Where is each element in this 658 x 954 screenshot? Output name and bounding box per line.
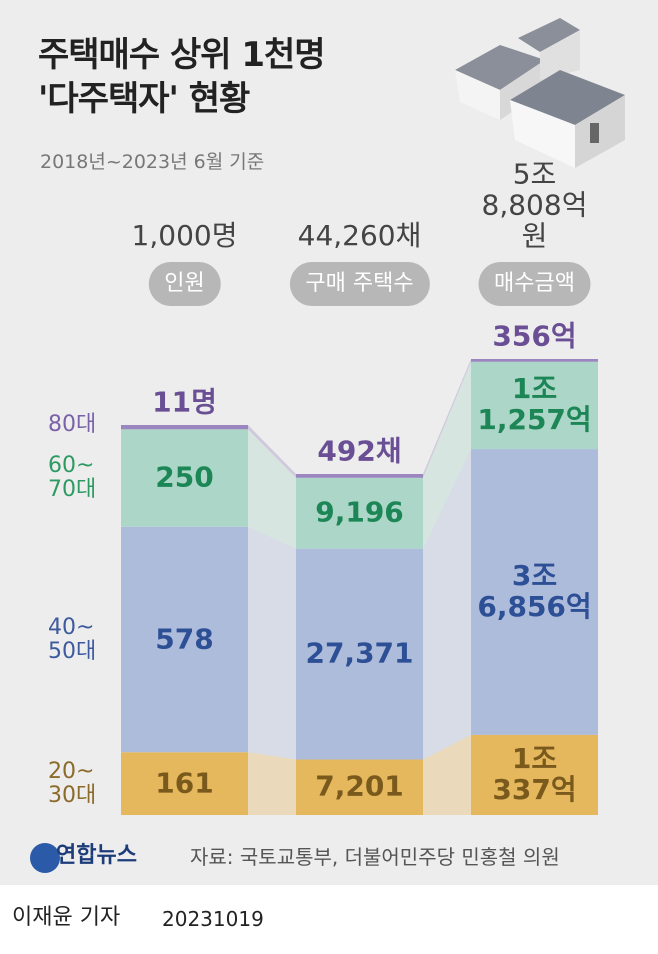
bar-segment [296, 548, 423, 760]
value-label: 1조 1,257억 [477, 372, 592, 437]
date: 20231019 [162, 907, 264, 931]
category-label: 구매 주택수 [289, 262, 430, 306]
bar-segment [121, 425, 248, 430]
legend-label: 60~ 70대 [48, 452, 97, 503]
connector [423, 359, 471, 478]
connector [248, 425, 296, 478]
legend-label: 40~ 50대 [48, 614, 97, 664]
value-label: 578 [155, 622, 214, 656]
bar-segment [471, 449, 598, 735]
value-label: 7,201 [315, 769, 404, 803]
subtitle: 2018년~2023년 6월 기준 [40, 151, 265, 173]
value-label: 250 [155, 460, 214, 494]
total-label: 5조 8,808억 원 [481, 157, 588, 253]
category-label: 인원 [148, 262, 221, 306]
byline: 이재윤 기자 [12, 905, 121, 930]
bar-segment [296, 477, 423, 549]
category-label: 매수금액 [478, 262, 591, 306]
legend-label: 80대 [48, 411, 97, 437]
value-label: 27,371 [305, 636, 414, 670]
house-icon [30, 18, 625, 873]
connector [248, 429, 296, 549]
connector [423, 361, 471, 549]
connector [423, 734, 471, 815]
title: 주택매수 상위 1천명 '다주택자' 현황 [38, 35, 326, 119]
value-label: 11명 [152, 385, 217, 419]
total-label: 1,000명 [131, 219, 238, 253]
bar-segment [296, 474, 423, 478]
value-label: 161 [155, 766, 214, 800]
bar-segment [471, 361, 598, 450]
connector [248, 526, 296, 760]
connector [248, 752, 296, 815]
logo-mark [30, 843, 60, 873]
bar-segment [121, 752, 248, 815]
bar-segment [121, 526, 248, 753]
bar-segment [121, 429, 248, 527]
bar-segment [296, 759, 423, 815]
legend-label: 20~ 30대 [48, 758, 97, 808]
total-label: 44,260채 [297, 219, 422, 253]
value-label: 492채 [317, 434, 402, 468]
value-label: 1조 337억 [492, 742, 577, 806]
source: 자료: 국토교통부, 더불어민주당 민홍철 의원 [190, 845, 560, 869]
value-label: 356억 [492, 319, 577, 353]
bar-segment [471, 359, 598, 362]
value-label: 3조 6,856억 [477, 559, 592, 623]
connector [423, 449, 471, 760]
logo: 연합뉴스 [56, 843, 137, 868]
bar-segment [471, 734, 598, 815]
value-label: 9,196 [315, 495, 404, 529]
